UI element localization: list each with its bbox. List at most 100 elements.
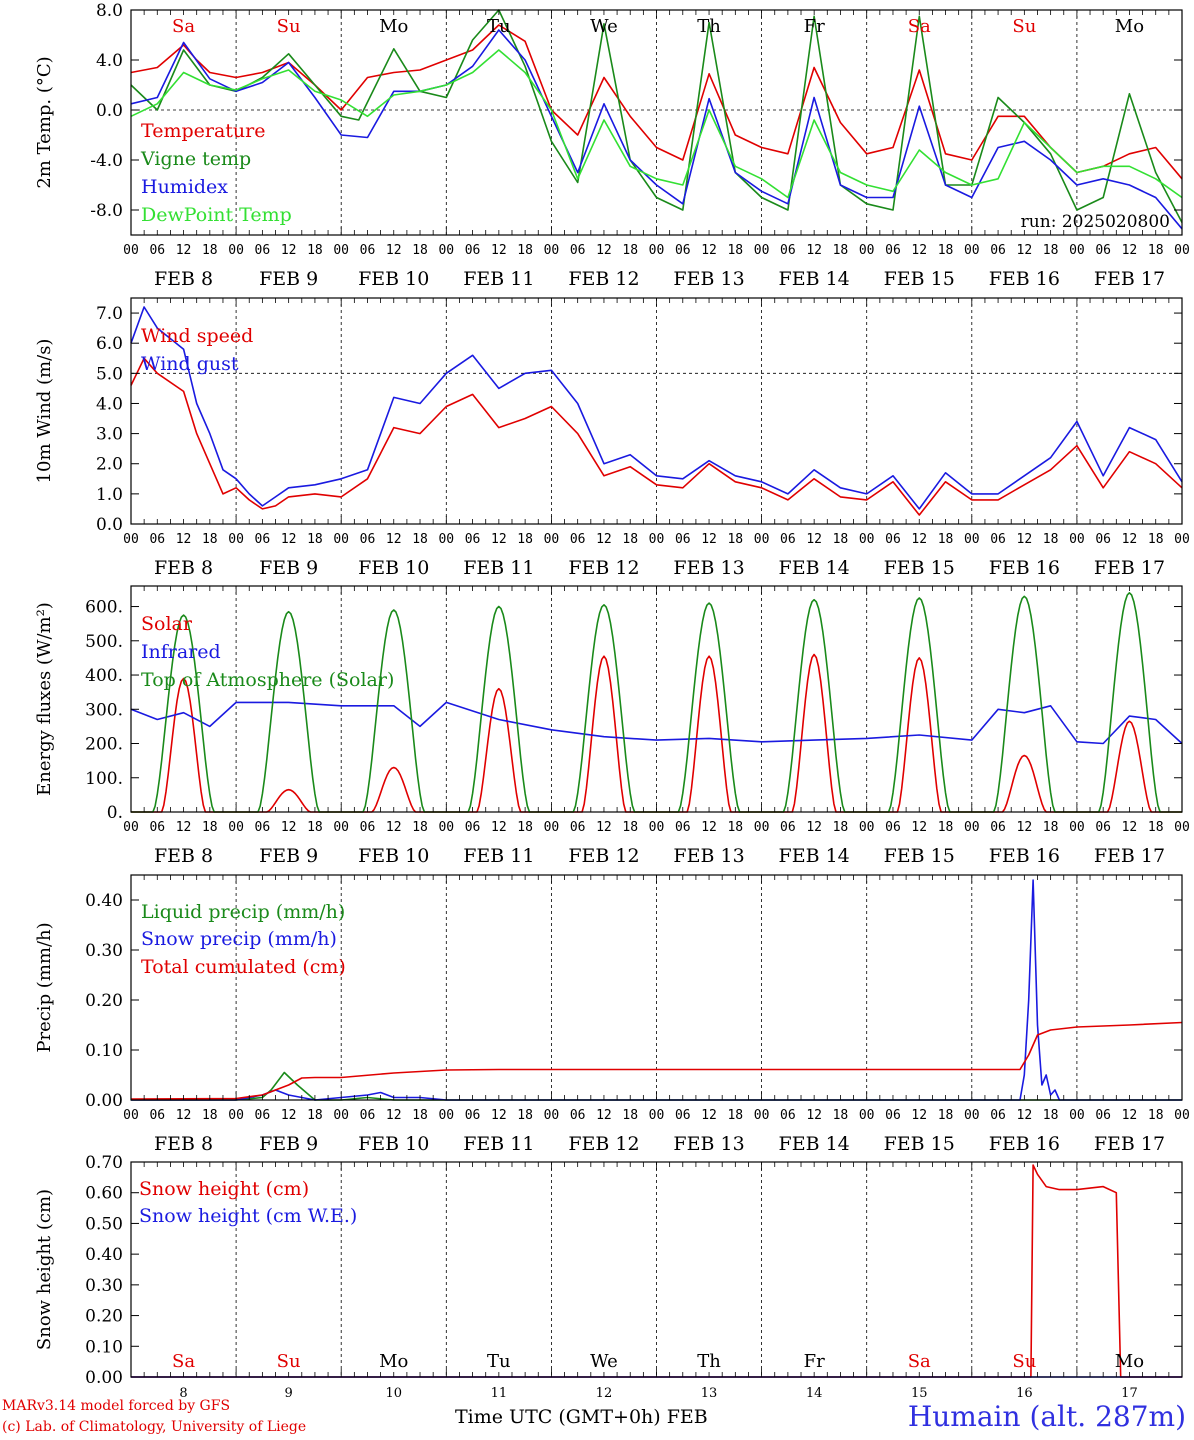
hour-label: 18 (727, 532, 743, 547)
date-label: FEB 11 (463, 268, 534, 290)
hour-label: 06 (1095, 532, 1111, 547)
hour-label: 00 (964, 532, 980, 547)
hour-label: 18 (622, 532, 638, 547)
y-tick-label: 0.40 (85, 1245, 123, 1265)
hour-label: 00 (1174, 243, 1190, 258)
hour-label: 06 (570, 1108, 586, 1123)
hour-label: 00 (438, 820, 454, 835)
date-label: FEB 13 (673, 845, 744, 867)
hour-label: 06 (255, 243, 271, 258)
panel-2 (130, 297, 1183, 525)
day-number: 15 (911, 1386, 928, 1401)
hour-label: 00 (859, 1108, 875, 1123)
hour-label: 18 (727, 243, 743, 258)
legend-entry-2: Infrared (141, 641, 221, 663)
y-tick-label: 400. (85, 666, 123, 686)
hour-label: 18 (1148, 532, 1164, 547)
day-label: Mo (1115, 16, 1144, 37)
hour-label: 00 (544, 243, 560, 258)
hour-label: 00 (228, 820, 244, 835)
y-tick-label: 5.0 (96, 364, 123, 384)
hour-label: 06 (465, 243, 481, 258)
hour-label: 12 (491, 243, 507, 258)
hour-label: 12 (596, 1108, 612, 1123)
hour-label: 12 (596, 532, 612, 547)
hour-label: 00 (1069, 532, 1085, 547)
hour-label: 18 (622, 820, 638, 835)
hour-label: 00 (964, 243, 980, 258)
hour-label: 12 (1122, 532, 1138, 547)
hour-label: 12 (596, 243, 612, 258)
hour-label: 00 (544, 1108, 560, 1123)
hour-label: 18 (517, 243, 533, 258)
date-label: FEB 14 (779, 557, 850, 579)
date-label: FEB 10 (358, 845, 429, 867)
hour-label: 00 (964, 1108, 980, 1123)
hour-label: 12 (1017, 243, 1033, 258)
y-tick-label: 0.0 (96, 515, 123, 535)
hour-label: 06 (675, 243, 691, 258)
y-tick-label: 0.10 (85, 1041, 123, 1061)
hour-label: 18 (202, 243, 218, 258)
hour-label: 12 (386, 243, 402, 258)
day-label: Sa (172, 16, 195, 37)
day-label: Su (1012, 1351, 1036, 1372)
day-label: Th (697, 16, 721, 37)
hour-label: 00 (1069, 243, 1085, 258)
legend-entry-2: Wind gust (141, 353, 239, 375)
hour-label: 06 (149, 820, 165, 835)
date-label: FEB 13 (673, 1133, 744, 1155)
day-label: Tu (487, 1351, 511, 1372)
date-label: FEB 17 (1094, 268, 1165, 290)
hour-label: 00 (544, 532, 560, 547)
hour-label: 18 (622, 243, 638, 258)
y-tick-label: -4.0 (90, 151, 123, 171)
hour-label: 18 (412, 820, 428, 835)
series-line-1 (130, 24, 1183, 180)
hour-label: 00 (228, 1108, 244, 1123)
y-tick-label: 0.0 (96, 101, 123, 121)
date-label: FEB 8 (154, 1133, 213, 1155)
hour-label: 12 (1017, 820, 1033, 835)
hour-label: 06 (780, 1108, 796, 1123)
hour-label: 12 (176, 820, 192, 835)
y-tick-label: 100. (85, 769, 123, 789)
day-label: Sa (908, 16, 931, 37)
hour-label: 00 (649, 243, 665, 258)
y-tick-label: 0.00 (85, 1368, 123, 1388)
hour-label: 12 (281, 820, 297, 835)
hour-label: 12 (911, 1108, 927, 1123)
hour-label: 06 (149, 243, 165, 258)
hour-label: 18 (307, 243, 323, 258)
hour-label: 00 (228, 243, 244, 258)
y-tick-label: 0.20 (85, 991, 123, 1011)
day-label: Su (1012, 16, 1036, 37)
date-label: FEB 10 (358, 1133, 429, 1155)
hour-label: 18 (727, 820, 743, 835)
hour-label: 12 (491, 532, 507, 547)
legend-entry-3: Total cumulated (cm) (141, 956, 346, 978)
hour-label: 00 (333, 532, 349, 547)
day-number: 16 (1016, 1386, 1033, 1401)
hour-label: 18 (412, 532, 428, 547)
y-axis-label: Snow height (cm) (34, 1189, 55, 1350)
hour-label: 12 (911, 243, 927, 258)
y-tick-label: 2.0 (96, 455, 123, 475)
day-number: 8 (179, 1386, 187, 1401)
hour-label: 12 (386, 820, 402, 835)
hour-label: 00 (754, 532, 770, 547)
date-label: FEB 11 (463, 845, 534, 867)
hour-label: 12 (281, 243, 297, 258)
y-tick-label: 0.30 (85, 941, 123, 961)
date-label: FEB 13 (673, 557, 744, 579)
y-tick-label: 1.0 (96, 485, 123, 505)
date-label: FEB 10 (358, 268, 429, 290)
hour-label: 18 (202, 532, 218, 547)
series-line-2 (130, 701, 1183, 745)
day-label: We (590, 16, 618, 37)
hour-label: 00 (123, 1108, 139, 1123)
panel-4 (130, 874, 1183, 1101)
date-label: FEB 9 (259, 268, 318, 290)
hour-label: 18 (517, 820, 533, 835)
